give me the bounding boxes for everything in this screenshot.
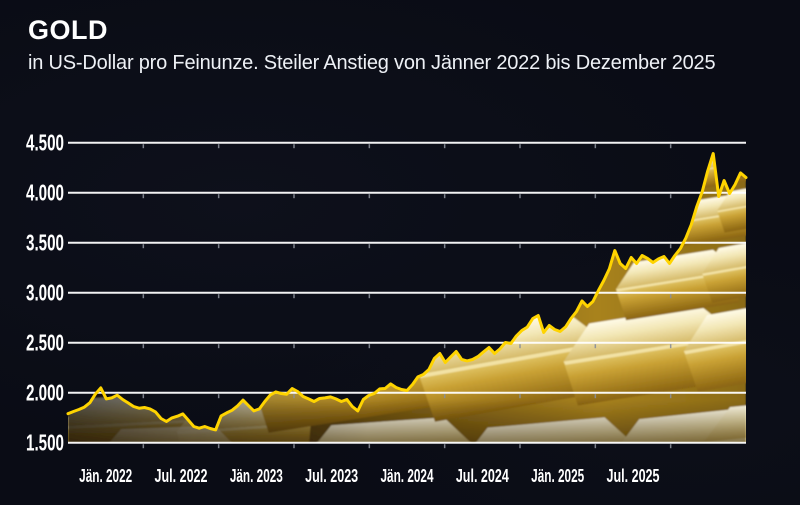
svg-text:Jän. 2022: Jän. 2022 — [79, 466, 132, 486]
svg-text:Jul. 2023: Jul. 2023 — [305, 466, 358, 486]
svg-text:Jän. 2025: Jän. 2025 — [531, 466, 584, 486]
svg-text:4.000: 4.000 — [26, 180, 64, 206]
svg-text:3.500: 3.500 — [26, 230, 64, 256]
svg-text:Jän. 2024: Jän. 2024 — [381, 466, 434, 486]
svg-text:Jul. 2025: Jul. 2025 — [607, 466, 660, 486]
svg-text:Jän. 2023: Jän. 2023 — [230, 466, 283, 486]
svg-text:3.000: 3.000 — [26, 280, 64, 306]
svg-text:1.500: 1.500 — [26, 430, 64, 456]
gold-price-line — [66, 152, 748, 432]
svg-text:Jul. 2022: Jul. 2022 — [155, 466, 208, 486]
svg-text:Jul. 2024: Jul. 2024 — [456, 466, 509, 486]
chart-subtitle: in US-Dollar pro Feinunze. Steiler Ansti… — [28, 51, 716, 74]
y-axis-labels: 4.500 4.000 3.500 3.000 2.500 2.000 1.500 — [26, 130, 64, 456]
chart-header: GOLD in US-Dollar pro Feinunze. Steiler … — [28, 15, 716, 75]
svg-text:2.500: 2.500 — [26, 330, 64, 356]
gridlines — [68, 141, 746, 444]
x-axis-labels: Jän. 2022 Jul. 2022 Jän. 2023 Jul. 2023 Jän.… — [79, 466, 659, 486]
page-title: GOLD — [28, 15, 108, 45]
svg-text:2.000: 2.000 — [26, 380, 64, 406]
svg-text:4.500: 4.500 — [26, 130, 64, 156]
